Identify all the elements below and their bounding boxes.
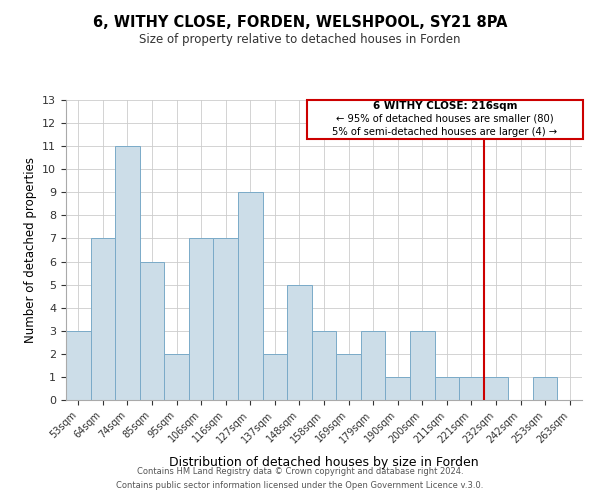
Bar — [263, 354, 287, 400]
Text: 6 WITHY CLOSE: 216sqm: 6 WITHY CLOSE: 216sqm — [373, 102, 517, 112]
Bar — [189, 238, 214, 400]
Bar — [459, 377, 484, 400]
Bar — [66, 331, 91, 400]
Bar — [484, 377, 508, 400]
Bar — [164, 354, 189, 400]
Bar — [115, 146, 140, 400]
FancyBboxPatch shape — [307, 100, 583, 139]
Bar — [434, 377, 459, 400]
Text: Contains HM Land Registry data © Crown copyright and database right 2024.: Contains HM Land Registry data © Crown c… — [137, 467, 463, 476]
Bar — [238, 192, 263, 400]
Text: Contains public sector information licensed under the Open Government Licence v.: Contains public sector information licen… — [116, 481, 484, 490]
Bar — [140, 262, 164, 400]
Bar — [287, 284, 312, 400]
Bar — [312, 331, 336, 400]
Bar — [336, 354, 361, 400]
Y-axis label: Number of detached properties: Number of detached properties — [23, 157, 37, 343]
Bar — [533, 377, 557, 400]
Text: 5% of semi-detached houses are larger (4) →: 5% of semi-detached houses are larger (4… — [332, 127, 557, 137]
Bar — [214, 238, 238, 400]
Text: ← 95% of detached houses are smaller (80): ← 95% of detached houses are smaller (80… — [336, 114, 554, 124]
Bar — [410, 331, 434, 400]
Bar — [385, 377, 410, 400]
X-axis label: Distribution of detached houses by size in Forden: Distribution of detached houses by size … — [169, 456, 479, 468]
Text: Size of property relative to detached houses in Forden: Size of property relative to detached ho… — [139, 32, 461, 46]
Text: 6, WITHY CLOSE, FORDEN, WELSHPOOL, SY21 8PA: 6, WITHY CLOSE, FORDEN, WELSHPOOL, SY21 … — [93, 15, 507, 30]
Bar — [361, 331, 385, 400]
Bar — [91, 238, 115, 400]
